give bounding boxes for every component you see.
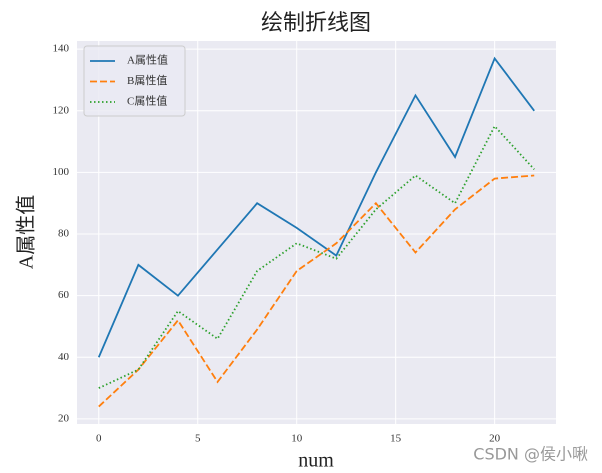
legend-box [83,45,186,117]
data-line [97,56,535,358]
x-tick-label: 10 [291,433,303,445]
x-tick-label: 5 [195,433,201,445]
data-line [98,174,535,408]
y-tick-label: 80 [58,228,70,240]
lines [97,56,535,408]
watermark: CSDN @侯小啾 [473,445,588,464]
y-tick-label: 40 [58,351,70,363]
y-axis-label: A属性值 [15,195,38,269]
chart-title: 绘制折线图 [261,10,371,35]
legend-label: C属性值 [127,94,167,108]
y-tick-label: 20 [58,412,70,424]
y-tick-label: 120 [53,104,70,116]
legend-label: B属性值 [127,73,167,87]
y-tick-label: 60 [58,289,70,301]
y-tick-label: 140 [53,43,70,55]
x-axis-label: num [298,450,334,472]
x-tick-label: 15 [390,433,402,445]
y-tick-label: 100 [53,166,70,178]
x-tick-label: 20 [489,433,501,445]
x-tick-label: 0 [96,433,102,445]
legend-label: A属性值 [127,53,168,67]
legend: A属性值 B属性值 C属性值 [83,45,186,117]
